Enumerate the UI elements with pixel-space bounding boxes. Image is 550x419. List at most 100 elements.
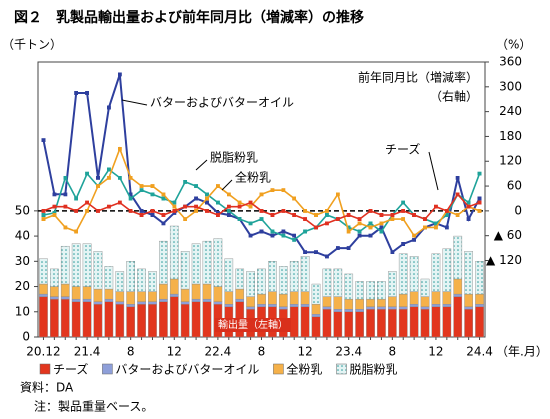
- annotation-bg: [215, 318, 291, 332]
- bar-segment: [71, 298, 81, 302]
- bar-segment: [442, 304, 452, 307]
- bar-segment: [300, 291, 310, 305]
- bar-segment: [224, 258, 234, 292]
- bar-segment: [311, 316, 321, 338]
- bar-segment: [115, 291, 125, 302]
- bar-segment: [377, 306, 386, 310]
- bar-segment: [366, 309, 375, 338]
- bar-segment: [71, 286, 81, 300]
- bar-segment: [431, 253, 441, 292]
- bar-segment: [475, 261, 484, 295]
- bar-segment: [115, 301, 125, 305]
- bar-segment: [39, 283, 48, 295]
- bar-segment: [289, 261, 299, 292]
- bar-segment: [333, 268, 343, 297]
- bar-segment: [180, 288, 190, 302]
- x-tick-label: 8: [258, 345, 266, 359]
- bar-segment: [39, 258, 48, 285]
- bar-segment: [257, 304, 266, 307]
- bar-segment: [246, 296, 255, 307]
- bar-segment: [213, 286, 223, 302]
- bar-segment: [137, 291, 146, 302]
- bar-segment: [355, 298, 364, 310]
- bar-segment: [366, 281, 375, 300]
- bar-segment: [126, 306, 136, 338]
- bar-segment: [93, 304, 103, 338]
- bar-segment: [159, 240, 168, 285]
- bar-segment: [268, 261, 277, 292]
- bar-segment: [202, 240, 212, 285]
- y-tick-label: 10: [15, 304, 30, 318]
- y-tick-label: 20: [15, 279, 30, 293]
- bar-segment: [257, 293, 266, 305]
- bar-segment: [268, 291, 277, 305]
- bar-segment: [169, 225, 179, 280]
- legend-swatch: [336, 363, 347, 375]
- x-tick-label: 8: [127, 345, 135, 359]
- bar-segment: [300, 256, 310, 292]
- annotation: 前年同月比（増減率）: [358, 70, 478, 85]
- bar-segment: [453, 293, 463, 297]
- bar-segment: [50, 286, 59, 297]
- bar-segment: [311, 304, 321, 315]
- bar-segment: [278, 293, 288, 307]
- bar-segment: [322, 296, 332, 307]
- bar-segment: [235, 268, 245, 290]
- bar-segment: [420, 306, 430, 310]
- bar-segment: [377, 281, 386, 300]
- bar-segment: [387, 271, 397, 297]
- y-tick-label: 40: [15, 229, 30, 243]
- y-tick-label: 50: [15, 203, 30, 217]
- bar-segment: [93, 301, 103, 305]
- leader-line: [221, 179, 233, 191]
- bar-segment: [82, 298, 92, 302]
- bar-segment: [213, 238, 223, 287]
- bar-segment: [442, 248, 452, 292]
- bar-segment: [398, 293, 408, 307]
- note: 資料：DA: [20, 381, 74, 395]
- series-label: 全粉乳: [235, 170, 271, 185]
- bar-segment: [191, 298, 201, 302]
- y2-tick-label: ▲ 60: [494, 228, 522, 242]
- y2-tick-label: 360: [499, 55, 522, 69]
- bar-segment: [180, 304, 190, 338]
- y2-tick-label: 120: [499, 154, 522, 168]
- bar-segment: [115, 271, 125, 292]
- bar-segment: [180, 301, 190, 305]
- bar-segment: [464, 306, 473, 310]
- chart-title: 図２ 乳製品輸出量および前年同月比（増減率）の推移: [14, 9, 364, 26]
- legend-swatch: [102, 363, 113, 375]
- bar-segment: [191, 301, 201, 338]
- y2-tick-label: 180: [499, 129, 522, 143]
- bar-segment: [159, 298, 168, 302]
- bar-segment: [50, 298, 59, 338]
- bar-segment: [180, 251, 190, 290]
- bar-segment: [322, 306, 332, 310]
- bar-segment: [344, 298, 354, 310]
- bar-segment: [39, 293, 48, 297]
- bar-segment: [420, 309, 430, 338]
- bar-segment: [344, 273, 354, 300]
- bar-segment: [169, 293, 179, 297]
- bar-segment: [289, 304, 299, 307]
- bar-segment: [50, 268, 59, 287]
- bar-segment: [60, 245, 70, 285]
- bar-segment: [82, 286, 92, 300]
- bar-segment: [387, 309, 397, 338]
- bar-segment: [126, 304, 136, 307]
- bar-segment: [311, 283, 321, 305]
- bar-segment: [322, 268, 332, 297]
- y-tick-label: 0: [22, 330, 30, 344]
- bar-segment: [464, 309, 473, 338]
- bar-segment: [420, 296, 430, 307]
- bar-segment: [366, 298, 375, 307]
- bar-segment: [278, 266, 288, 295]
- note: 注：製品重量ベース。: [34, 399, 153, 414]
- bar-segment: [289, 291, 299, 305]
- x-tick-label: 23.4: [335, 345, 362, 359]
- x-axis-label: （年.月）: [496, 345, 548, 359]
- bar-segment: [159, 301, 168, 338]
- y2-tick-label: 0: [514, 203, 522, 217]
- bar-segment: [344, 309, 354, 312]
